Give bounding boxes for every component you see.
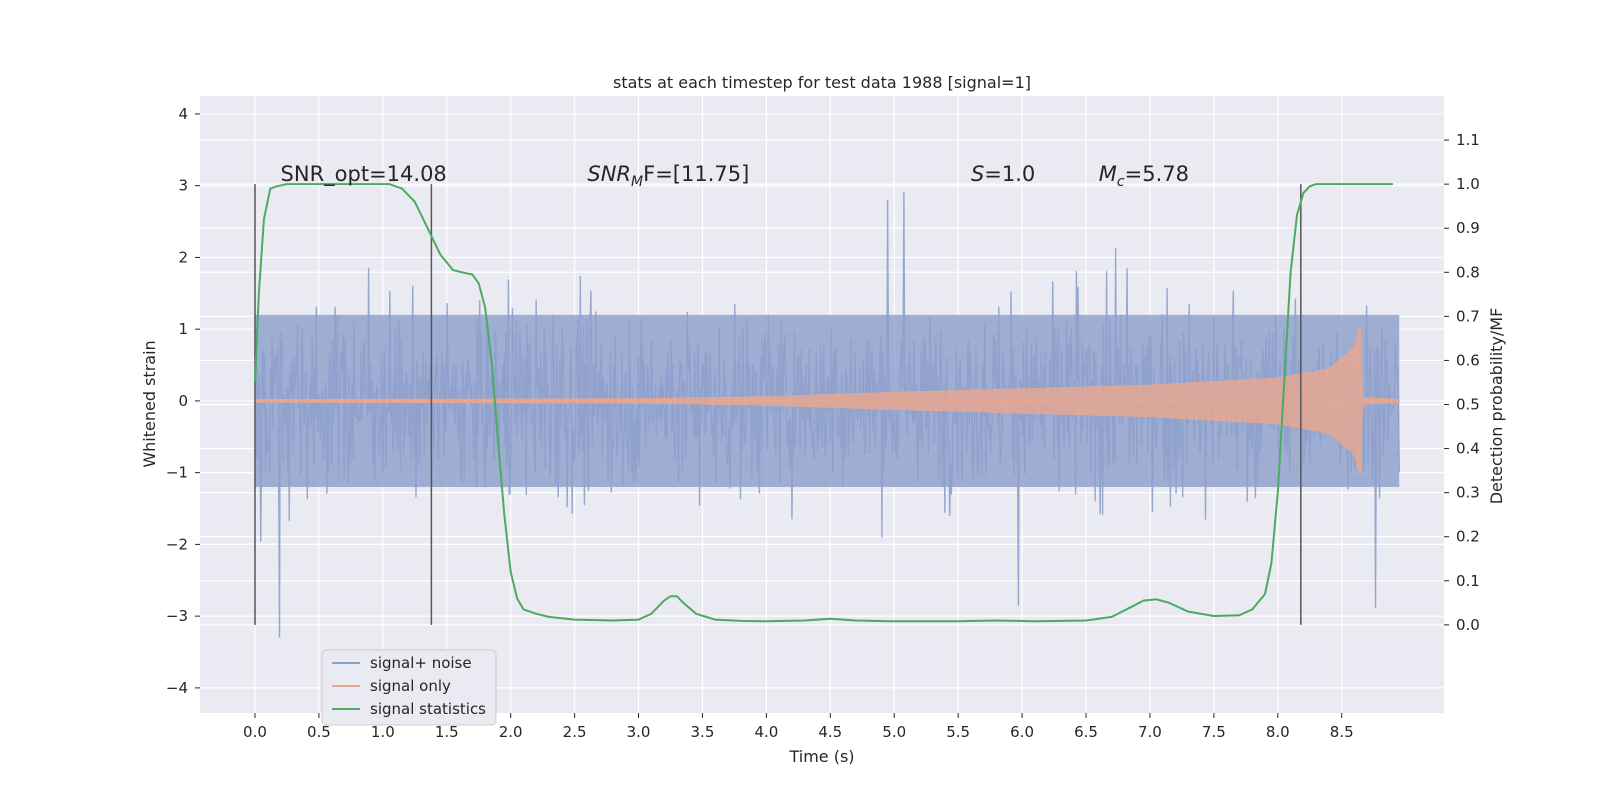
x-tick-label-2: 1.0 — [371, 723, 395, 741]
yr-tick-label-8: 0.3 — [1456, 484, 1480, 502]
yr-tick-label-6: 0.5 — [1456, 396, 1480, 414]
y-tick-label-7: −3 — [166, 607, 188, 625]
stat-annotation-1: SNRMF=[11.75] — [587, 162, 749, 190]
x-tick-label-16: 8.0 — [1266, 723, 1290, 741]
y-tick-label-4: 0 — [178, 392, 188, 410]
chart-title: stats at each timestep for test data 198… — [613, 73, 1031, 92]
signal-statistics-line — [254, 183, 1393, 623]
x-axis-label: Time (s) — [788, 747, 854, 766]
x-tick-label-14: 7.0 — [1138, 723, 1162, 741]
stat-annotations: SNR_opt=14.08 SNRMF=[11.75] S=1.0 Mc=5.78 — [281, 162, 1189, 190]
legend-box — [321, 649, 497, 726]
series-signal-statistics — [254, 183, 1393, 623]
y-tick-label-6: −2 — [166, 535, 188, 553]
x-tick-label-10: 5.0 — [882, 723, 906, 741]
yr-tick-label-11: 0.0 — [1456, 616, 1480, 634]
y-axis-label: Whitened strain — [140, 340, 159, 467]
x-tick-label-0: 0.0 — [243, 723, 267, 741]
y-axis-ticks: 4 3 2 1 0 −1 −2 −3 −4 — [166, 105, 200, 697]
x-tick-label-6: 3.0 — [627, 723, 651, 741]
x-tick-label-12: 6.0 — [1010, 723, 1034, 741]
yr-tick-label-3: 0.8 — [1456, 263, 1480, 281]
x-tick-label-4: 2.0 — [499, 723, 523, 741]
x-tick-label-3: 1.5 — [435, 723, 459, 741]
stat-annotation-2: S=1.0 — [971, 162, 1035, 186]
yr-tick-label-2: 0.9 — [1456, 219, 1480, 237]
y-tick-label-3: 1 — [178, 320, 188, 338]
yr-tick-label-0: 1.1 — [1456, 131, 1480, 149]
vertical-markers — [254, 184, 1302, 625]
yr-tick-label-5: 0.6 — [1456, 351, 1480, 369]
yr-tick-label-4: 0.7 — [1456, 307, 1480, 325]
series-signal-only — [254, 326, 1400, 476]
y-tick-label-2: 2 — [178, 248, 188, 266]
legend-label-noise: signal+ noise — [370, 654, 472, 672]
x-tick-label-8: 4.0 — [754, 723, 778, 741]
x-tick-label-5: 2.5 — [563, 723, 587, 741]
x-tick-label-7: 3.5 — [691, 723, 715, 741]
x-axis-ticks: 0.0 0.5 1.0 1.5 2.0 2.5 3.0 3.5 4.0 4.5 5.0 5.5 6.0 6… — [243, 713, 1354, 741]
x-tick-label-9: 4.5 — [818, 723, 842, 741]
stat-annotation-0: SNR_opt=14.08 — [281, 162, 447, 187]
y-tick-label-1: 3 — [178, 177, 188, 195]
x-tick-label-13: 6.5 — [1074, 723, 1098, 741]
x-tick-label-11: 5.5 — [946, 723, 970, 741]
y-tick-label-8: −4 — [166, 679, 188, 697]
legend-label-stats: signal statistics — [370, 700, 486, 718]
y-right-axis-ticks: 1.1 1.0 0.9 0.8 0.7 0.6 0.5 0.4 0.3 0.2 0.1 0.0 — [1444, 131, 1480, 634]
yr-tick-label-9: 0.2 — [1456, 528, 1480, 546]
legend-label-signal: signal only — [370, 677, 451, 695]
y-tick-label-0: 4 — [178, 105, 188, 123]
legend: signal+ noise signal only signal statist… — [321, 649, 497, 726]
yr-tick-label-1: 1.0 — [1456, 175, 1480, 193]
yr-tick-label-7: 0.4 — [1456, 440, 1480, 458]
x-tick-label-1: 0.5 — [307, 723, 331, 741]
y-right-axis-label: Detection probability/MF — [1487, 308, 1506, 505]
yr-tick-label-10: 0.1 — [1456, 572, 1480, 590]
x-tick-label-17: 8.5 — [1330, 723, 1354, 741]
x-tick-label-15: 7.5 — [1202, 723, 1226, 741]
stat-annotation-3: Mc=5.78 — [1099, 162, 1189, 190]
y-tick-label-5: −1 — [166, 464, 188, 482]
